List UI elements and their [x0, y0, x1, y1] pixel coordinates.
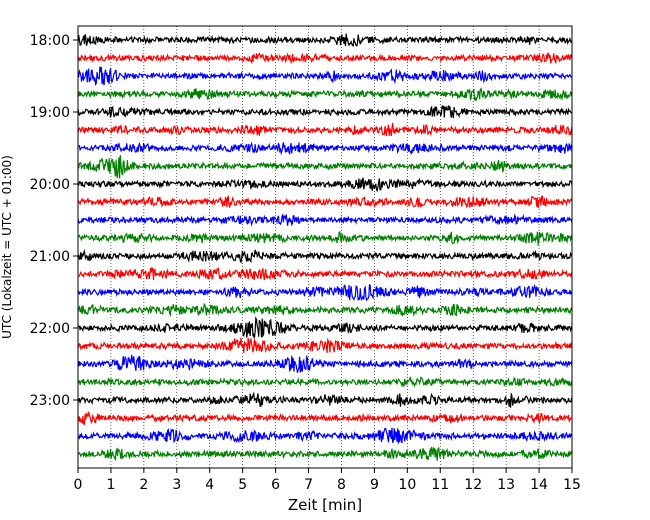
seismic-trace-line	[77, 141, 573, 156]
x-tick-label: 0	[74, 477, 83, 493]
x-tick-label: 5	[238, 477, 247, 493]
seismic-trace-line	[78, 177, 573, 193]
x-tick-label: 2	[139, 477, 148, 493]
x-tick-label: 10	[398, 477, 416, 493]
y-tick-label: 23:00	[30, 393, 70, 409]
y-tick-label: 19:00	[30, 105, 70, 121]
x-tick-label: 14	[530, 477, 548, 493]
seismic-trace-line	[77, 87, 573, 101]
seismic-trace-line	[77, 194, 573, 209]
x-tick-label: 3	[172, 477, 181, 493]
plot-frame	[77, 25, 573, 469]
seismic-trace-line	[77, 337, 573, 354]
x-axis-label: Zeit [min]	[288, 496, 362, 514]
x-tick-label: 1	[106, 477, 115, 493]
seismic-trace-line	[77, 52, 573, 65]
seismic-trace-line	[77, 105, 573, 119]
seismic-trace-line	[77, 249, 573, 264]
x-tick-label: 12	[464, 477, 482, 493]
seismic-trace-line	[77, 155, 573, 179]
y-axis: 18:00 19:00 20:00 21:00 22:00 23:00	[30, 33, 78, 409]
seismic-trace-line	[77, 376, 573, 388]
x-tick-label: 6	[271, 477, 280, 493]
x-axis: 0 1 2 3 4 5 6 7 8 9 10 11 12 13 14 15	[74, 468, 581, 493]
seismic-trace-line	[77, 302, 573, 317]
y-tick-label: 22:00	[30, 321, 70, 337]
y-tick-label: 21:00	[30, 249, 70, 265]
x-tick-label: 15	[563, 477, 581, 493]
seismic-trace-line	[77, 212, 573, 227]
x-tick-label: 9	[370, 477, 379, 493]
seismic-trace-line	[77, 283, 573, 302]
seismic-trace-line	[77, 427, 573, 444]
seismic-trace-line	[77, 411, 573, 426]
x-tick-label: 8	[337, 477, 346, 493]
seismic-trace-line	[77, 354, 573, 373]
x-tick-label: 13	[497, 477, 515, 493]
seismic-trace-line	[77, 231, 573, 247]
x-tick-label: 4	[205, 477, 214, 493]
x-tick-label: 11	[431, 477, 449, 493]
seismic-trace-line	[77, 33, 573, 47]
seismic-trace-line	[77, 391, 573, 408]
y-axis-label: UTC (Lokalzeit = UTC + 01:00)	[0, 155, 14, 339]
seismic-trace-line	[77, 446, 573, 462]
trace-group	[77, 33, 573, 462]
y-tick-label: 20:00	[30, 177, 70, 193]
x-tick-label: 7	[304, 477, 313, 493]
seismic-trace-line	[77, 66, 573, 87]
y-tick-label: 18:00	[30, 33, 70, 49]
seismic-trace-line	[77, 266, 573, 281]
seismic-trace-line	[77, 123, 573, 137]
seismic-trace-line	[77, 316, 573, 339]
